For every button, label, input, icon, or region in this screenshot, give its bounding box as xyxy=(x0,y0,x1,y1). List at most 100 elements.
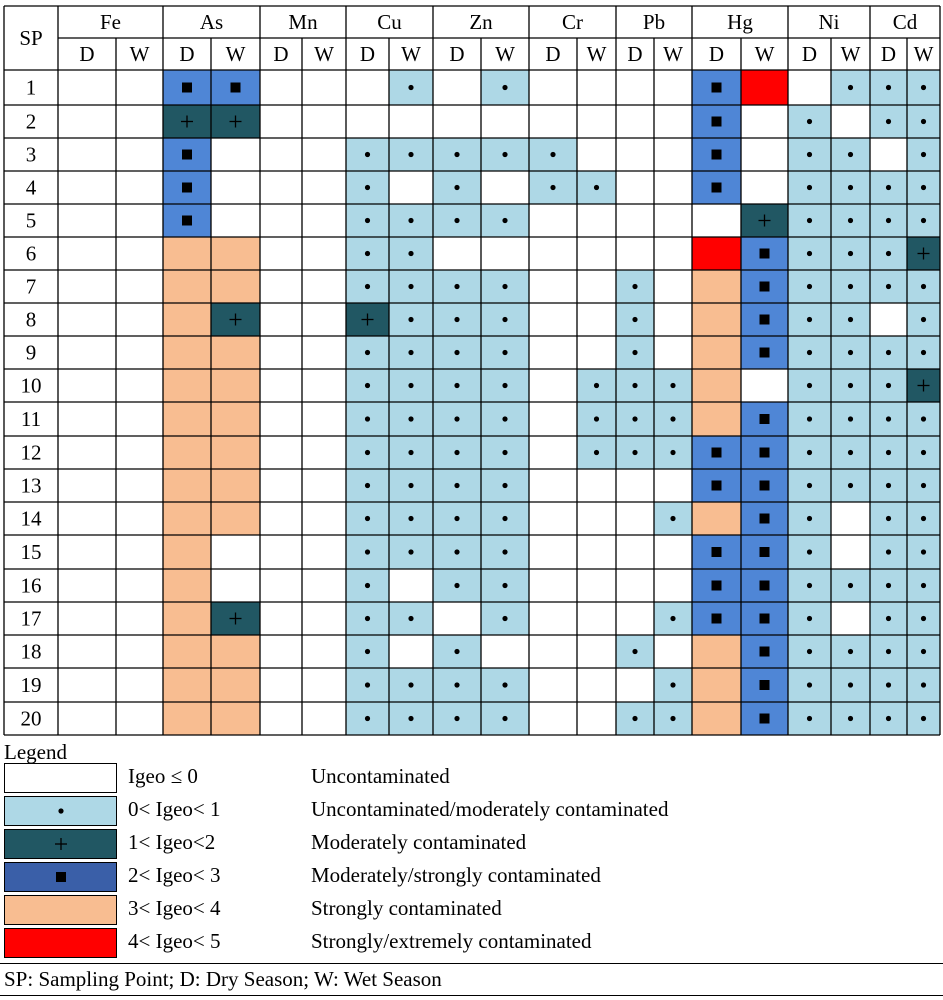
dot-marker xyxy=(847,151,854,158)
dot-marker xyxy=(454,416,460,422)
cell-sp19-Mn-W xyxy=(302,668,346,702)
metal-header-fe: Fe xyxy=(100,10,121,34)
dot-marker xyxy=(885,582,892,589)
cell-sp13-Mn-W xyxy=(302,469,346,502)
cell-sp1-Fe-D xyxy=(58,70,116,105)
cell-sp11-Fe-W xyxy=(116,402,163,436)
dot-marker xyxy=(847,648,854,655)
cell-sp20-Fe-D xyxy=(58,702,116,735)
cell-sp19-As-W xyxy=(211,668,260,702)
cell-sp10-Mn-W xyxy=(302,369,346,402)
cell-sp19-Fe-W xyxy=(116,668,163,702)
season-header-ni-d: D xyxy=(802,42,817,66)
cell-sp1-Fe-W xyxy=(116,70,163,105)
dot-marker xyxy=(885,482,892,489)
cell-sp15-Cr-D xyxy=(529,535,577,569)
cell-sp6-Mn-D xyxy=(260,237,302,270)
cell-sp6-Cr-D xyxy=(529,237,577,270)
dot-marker xyxy=(364,283,371,290)
cell-sp4-Hg-W xyxy=(741,171,788,204)
square-marker xyxy=(759,447,770,458)
sp-label-16: 16 xyxy=(21,574,42,598)
dot-marker xyxy=(408,349,414,356)
square-marker xyxy=(759,547,770,557)
dot-marker xyxy=(885,449,892,456)
dot-marker xyxy=(502,84,508,91)
dot-marker xyxy=(364,416,371,422)
cell-sp18-As-D xyxy=(163,635,211,668)
legend: Legend Igeo ≤ 0 Uncontaminated 0< Igeo< 1 U… xyxy=(0,737,943,1000)
cell-sp2-Zn-W xyxy=(481,105,529,138)
cell-sp14-Fe-W xyxy=(116,502,163,535)
dot-marker xyxy=(632,449,638,456)
dot-marker xyxy=(364,515,371,522)
cell-sp12-Mn-W xyxy=(302,436,346,469)
dot-marker xyxy=(885,715,892,722)
dot-marker xyxy=(408,715,414,722)
sp-label-6: 6 xyxy=(26,242,37,266)
dot-marker xyxy=(502,151,508,158)
dot-marker xyxy=(847,316,854,323)
dot-marker xyxy=(454,316,460,323)
dot-marker xyxy=(806,449,813,456)
legend-title: Legend xyxy=(4,740,67,764)
cell-sp6-Pb-W xyxy=(654,237,692,270)
cell-sp12-Cr-D xyxy=(529,436,577,469)
cell-sp17-Zn-D xyxy=(433,602,481,635)
cell-sp2-Ni-W xyxy=(831,105,870,138)
cell-sp1-Zn-D xyxy=(433,70,481,105)
dot-marker xyxy=(364,349,371,356)
legend-range-0: Igeo ≤ 0 xyxy=(128,764,198,788)
season-header-mn-d: D xyxy=(273,42,288,66)
cell-sp14-Cr-W xyxy=(577,502,616,535)
dot-marker xyxy=(502,482,508,489)
square-marker xyxy=(182,149,192,160)
dot-marker xyxy=(806,250,813,257)
dot-marker xyxy=(593,449,600,456)
cell-sp7-Mn-D xyxy=(260,270,302,303)
footnote-bottom-rule xyxy=(0,995,943,996)
cell-sp8-Cd-D xyxy=(870,303,907,336)
cell-sp7-Fe-W xyxy=(116,270,163,303)
cell-sp5-Mn-W xyxy=(302,204,346,237)
cell-sp6-As-W xyxy=(211,237,260,270)
cell-sp4-As-W xyxy=(211,171,260,204)
cell-sp14-Mn-D xyxy=(260,502,302,535)
cell-sp14-Fe-D xyxy=(58,502,116,535)
dot-marker xyxy=(408,515,414,522)
season-header-cd-w: W xyxy=(914,42,934,66)
sp-label-19: 19 xyxy=(21,673,42,697)
cell-sp18-Cr-D xyxy=(529,635,577,668)
dot-marker xyxy=(847,349,854,356)
square-marker xyxy=(759,580,770,591)
season-header-cu-d: D xyxy=(360,42,375,66)
cell-sp19-Cr-D xyxy=(529,668,577,702)
dot-marker xyxy=(847,84,854,91)
dot-marker xyxy=(502,349,508,356)
cell-sp4-Fe-W xyxy=(116,171,163,204)
dot-marker xyxy=(920,615,927,622)
cell-sp7-As-W xyxy=(211,270,260,303)
dot-marker xyxy=(632,648,638,655)
cell-sp2-Zn-D xyxy=(433,105,481,138)
dot-marker xyxy=(593,416,600,422)
dot-marker xyxy=(408,316,414,323)
cell-sp1-Cr-D xyxy=(529,70,577,105)
square-marker xyxy=(711,613,722,624)
cell-sp8-Mn-D xyxy=(260,303,302,336)
cell-sp15-Pb-W xyxy=(654,535,692,569)
dot-marker xyxy=(920,549,927,555)
cell-sp13-Fe-W xyxy=(116,469,163,502)
cell-sp9-Fe-D xyxy=(58,336,116,369)
dot-marker xyxy=(454,715,460,722)
cell-sp8-Cr-D xyxy=(529,303,577,336)
cell-sp6-Mn-W xyxy=(302,237,346,270)
metal-header-pb: Pb xyxy=(643,10,665,34)
cell-sp16-As-D xyxy=(163,569,211,602)
dot-marker xyxy=(364,449,371,456)
cell-sp18-Fe-D xyxy=(58,635,116,668)
cell-sp15-Mn-D xyxy=(260,535,302,569)
cell-sp7-As-D xyxy=(163,270,211,303)
footnote-top-rule xyxy=(0,963,943,964)
cell-sp12-As-D xyxy=(163,436,211,469)
